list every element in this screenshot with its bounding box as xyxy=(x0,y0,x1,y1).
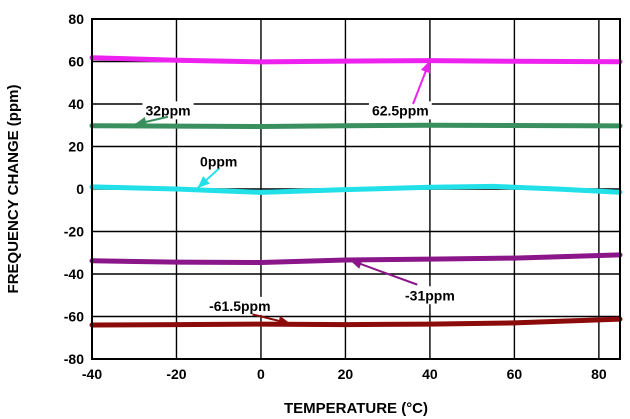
x-tick-label: -20 xyxy=(166,366,186,382)
annotation-background xyxy=(197,152,241,171)
x-axis-label: TEMPERATURE (°C) xyxy=(284,400,428,417)
series-line-4 xyxy=(89,316,623,328)
y-tick-label: 60 xyxy=(68,54,84,70)
annotation-arrowhead xyxy=(277,316,291,326)
y-tick-label: 80 xyxy=(68,11,84,27)
plot-frame xyxy=(91,18,621,360)
x-tick-label: 60 xyxy=(507,366,523,382)
series-line-2 xyxy=(89,183,623,195)
annotation-label: -31ppm xyxy=(405,287,455,303)
series-line-3 xyxy=(89,252,623,265)
annotation-background xyxy=(402,286,458,305)
x-tick-label: 0 xyxy=(257,366,265,382)
x-tick-label: 40 xyxy=(422,366,438,382)
series-line-1 xyxy=(89,122,623,129)
annotation-arrowhead xyxy=(134,117,148,127)
annotation-background xyxy=(206,296,274,315)
y-axis-label: FREQUENCY CHANGE (ppm) xyxy=(5,85,22,294)
annotation-label: 32ppm xyxy=(145,102,190,118)
x-tick-label: 80 xyxy=(591,366,607,382)
annotation-label: 62.5ppm xyxy=(372,102,429,118)
y-tick-label: -60 xyxy=(64,309,84,325)
y-tick-label: 0 xyxy=(76,181,84,197)
annotation-background xyxy=(368,101,432,120)
series-lines xyxy=(89,55,623,328)
y-tick-label: 20 xyxy=(68,139,84,155)
y-tick-labels: 80 60 40 20 0 -20 -40 -60 -80 xyxy=(64,11,84,367)
y-tick-label: -40 xyxy=(64,266,84,282)
series-line-0 xyxy=(89,55,623,65)
x-tick-label: 20 xyxy=(338,366,354,382)
annotation-background xyxy=(142,101,194,120)
y-tick-label: -80 xyxy=(64,351,84,367)
annotations: 32ppm 62.5ppm 0ppm -61.5ppm -31ppm xyxy=(134,60,458,326)
x-tick-labels: -40 -20 0 20 40 60 80 xyxy=(82,366,607,382)
annotation-arrowhead xyxy=(349,259,363,269)
x-tick-label: -40 xyxy=(82,366,102,382)
annotation-arrowhead xyxy=(420,60,431,74)
y-tick-label: 40 xyxy=(68,96,84,112)
annotation-arrowhead xyxy=(197,176,210,188)
annotation-label: 0ppm xyxy=(200,153,237,169)
annotation-label: -61.5ppm xyxy=(209,298,270,314)
y-tick-label: -20 xyxy=(64,224,84,240)
